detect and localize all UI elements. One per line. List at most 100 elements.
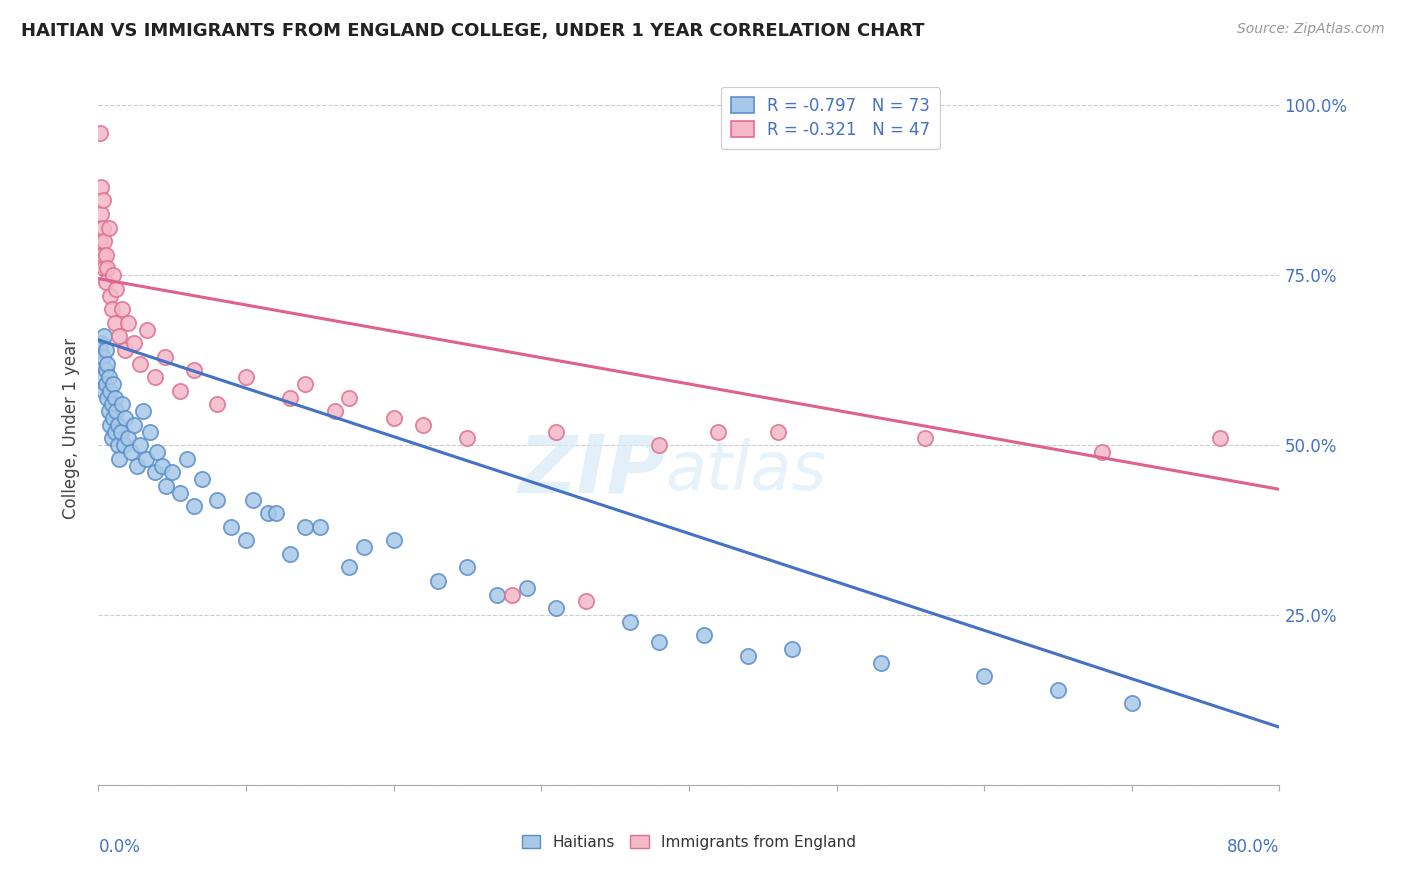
Point	[294, 376, 316, 391]
Point	[96, 391, 118, 405]
Point	[516, 581, 538, 595]
Point	[97, 220, 120, 235]
Point	[169, 384, 191, 398]
Point	[103, 411, 125, 425]
Point	[91, 194, 114, 208]
Point	[427, 574, 450, 588]
Point	[382, 533, 405, 548]
Point	[457, 431, 479, 445]
Point	[111, 302, 134, 317]
Point	[257, 506, 280, 520]
Point	[104, 391, 127, 405]
Point	[191, 472, 214, 486]
Text: HAITIAN VS IMMIGRANTS FROM ENGLAND COLLEGE, UNDER 1 YEAR CORRELATION CHART: HAITIAN VS IMMIGRANTS FROM ENGLAND COLLE…	[21, 22, 925, 40]
Point	[486, 588, 509, 602]
Point	[94, 363, 117, 377]
Point	[90, 357, 112, 371]
Point	[103, 376, 125, 391]
Point	[111, 397, 134, 411]
Point	[96, 357, 118, 371]
Point	[132, 404, 155, 418]
Point	[546, 425, 568, 439]
Point	[766, 425, 789, 439]
Point	[339, 560, 361, 574]
Point	[90, 336, 112, 351]
Point	[91, 220, 114, 235]
Point	[117, 431, 139, 445]
Point	[183, 500, 205, 514]
Point	[128, 438, 150, 452]
Point	[235, 533, 257, 548]
Point	[280, 547, 302, 561]
Point	[782, 642, 804, 657]
Point	[221, 519, 243, 533]
Point	[294, 519, 316, 533]
Point	[309, 519, 332, 533]
Point	[155, 479, 177, 493]
Point	[93, 384, 115, 398]
Point	[619, 615, 641, 629]
Point	[1121, 697, 1143, 711]
Point	[162, 466, 183, 480]
Point	[91, 350, 114, 364]
Point	[97, 370, 120, 384]
Y-axis label: College, Under 1 year: College, Under 1 year	[62, 337, 80, 519]
Point	[110, 425, 132, 439]
Point	[264, 506, 287, 520]
Point	[98, 417, 121, 432]
Text: ZIP: ZIP	[517, 432, 665, 510]
Point	[107, 438, 129, 452]
Point	[103, 268, 125, 283]
Point	[242, 492, 264, 507]
Text: atlas: atlas	[665, 438, 827, 504]
Point	[870, 656, 893, 670]
Point	[128, 357, 150, 371]
Point	[353, 540, 375, 554]
Text: Source: ZipAtlas.com: Source: ZipAtlas.com	[1237, 22, 1385, 37]
Point	[280, 391, 302, 405]
Point	[114, 411, 136, 425]
Point	[235, 370, 257, 384]
Point	[1209, 431, 1232, 445]
Point	[104, 425, 127, 439]
Text: 0.0%: 0.0%	[98, 838, 141, 856]
Point	[93, 261, 115, 276]
Point	[98, 288, 121, 302]
Point	[150, 458, 173, 473]
Point	[457, 560, 479, 574]
Point	[914, 431, 936, 445]
Point	[382, 411, 405, 425]
Point	[737, 648, 759, 663]
Point	[94, 248, 117, 262]
Point	[112, 438, 135, 452]
Point	[122, 336, 145, 351]
Point	[205, 492, 228, 507]
Point	[146, 445, 169, 459]
Point	[117, 316, 139, 330]
Point	[89, 343, 111, 357]
Point	[153, 350, 176, 364]
Point	[501, 588, 523, 602]
Point	[143, 466, 166, 480]
Point	[205, 397, 228, 411]
Point	[120, 445, 142, 459]
Point	[90, 180, 112, 194]
Point	[183, 363, 205, 377]
Point	[648, 438, 671, 452]
Point	[91, 370, 114, 384]
Point	[707, 425, 730, 439]
Point	[94, 275, 117, 289]
Point	[100, 302, 122, 317]
Point	[90, 207, 112, 221]
Point	[143, 370, 166, 384]
Point	[98, 384, 121, 398]
Point	[108, 329, 131, 343]
Point	[100, 397, 122, 411]
Point	[100, 431, 122, 445]
Point	[575, 594, 598, 608]
Point	[104, 316, 127, 330]
Point	[1091, 445, 1114, 459]
Point	[648, 635, 671, 649]
Point	[105, 282, 128, 296]
Point	[973, 669, 995, 683]
